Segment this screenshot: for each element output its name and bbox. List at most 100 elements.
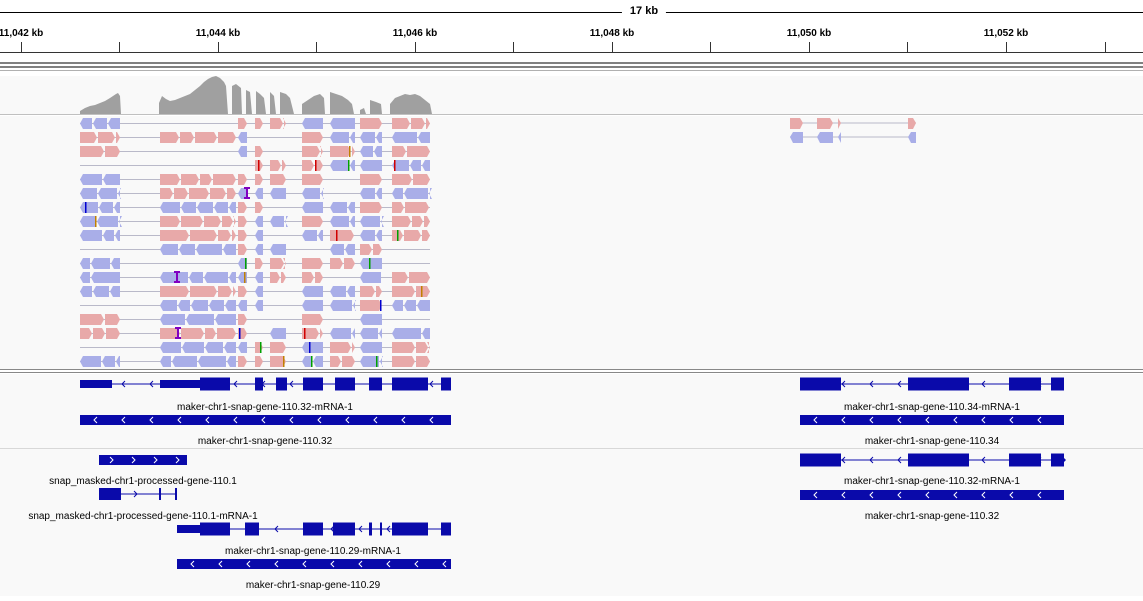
forward-read	[302, 146, 320, 157]
forward-read	[210, 188, 226, 199]
strand-arrow	[897, 456, 902, 464]
reverse-read	[197, 202, 213, 213]
forward-read	[116, 132, 120, 143]
reverse-read	[119, 216, 122, 227]
forward-read	[373, 244, 382, 255]
forward-read	[427, 342, 430, 353]
reverse-read	[376, 132, 382, 143]
reverse-read	[270, 328, 286, 339]
mismatch-mark	[304, 328, 306, 339]
gene-label[interactable]: maker-chr1-snap-gene-110.29-mRNA-1	[225, 546, 401, 557]
strand-arrow	[429, 380, 434, 388]
forward-read	[302, 258, 323, 269]
gene-label[interactable]: maker-chr1-snap-gene-110.32-mRNA-1	[177, 402, 353, 413]
forward-read	[392, 356, 415, 367]
exon-block	[392, 522, 428, 536]
strand-arrow	[981, 491, 986, 499]
reverse-read	[238, 146, 247, 157]
exon-block	[255, 377, 263, 391]
reverse-read	[225, 300, 236, 311]
exon-block	[303, 377, 323, 391]
exon-block	[1051, 377, 1064, 391]
reverse-read	[347, 286, 355, 297]
forward-read	[392, 118, 410, 129]
strand-arrow	[358, 560, 363, 568]
forward-read	[160, 230, 189, 241]
reverse-read	[392, 160, 409, 171]
forward-read	[330, 146, 351, 157]
mismatch-mark	[397, 230, 399, 241]
exon-block	[908, 453, 969, 467]
gene-label[interactable]: maker-chr1-snap-gene-110.29	[245, 580, 381, 591]
reverse-read	[321, 188, 324, 199]
reverse-read	[360, 188, 375, 199]
gene-label[interactable]: snap_masked-chr1-processed-gene-110.1	[49, 476, 237, 487]
forward-read	[838, 118, 841, 129]
reverse-read	[392, 132, 417, 143]
forward-read	[302, 132, 323, 143]
reverse-read	[392, 328, 421, 339]
mismatch-mark	[311, 356, 313, 367]
strand-arrow	[1009, 416, 1014, 424]
reverse-read	[270, 188, 286, 199]
reverse-read	[360, 132, 375, 143]
forward-read	[80, 328, 92, 339]
forward-read	[283, 118, 286, 129]
gene-label[interactable]: maker-chr1-snap-gene-110.32-mRNA-1	[844, 476, 1020, 487]
reverse-read	[330, 160, 349, 171]
forward-read	[238, 356, 247, 367]
coverage-track[interactable]	[0, 76, 1143, 114]
gene-label[interactable]: maker-chr1-snap-gene-110.32	[197, 436, 333, 447]
gene-label[interactable]: snap_masked-chr1-processed-gene-110.1-mR…	[28, 511, 258, 522]
reverse-read	[80, 286, 92, 297]
reverse-read	[255, 230, 263, 241]
forward-read	[392, 202, 404, 213]
forward-read	[255, 146, 263, 157]
strand-arrow	[869, 380, 874, 388]
forward-read	[238, 174, 247, 185]
exon-block	[392, 377, 428, 391]
track-divider	[0, 369, 1143, 370]
reverse-read	[345, 244, 355, 255]
reverse-read	[330, 216, 349, 227]
forward-read	[392, 146, 406, 157]
strand-arrow	[345, 416, 350, 424]
reverse-read	[196, 244, 222, 255]
strand-arrow	[897, 416, 902, 424]
strand-arrow	[317, 416, 322, 424]
reverse-read	[209, 300, 224, 311]
reverse-read	[376, 230, 382, 241]
forward-read	[238, 230, 247, 241]
forward-read	[412, 216, 423, 227]
strand-arrow	[190, 560, 195, 568]
strand-arrow	[153, 456, 158, 464]
reverse-read	[179, 244, 195, 255]
feature-track[interactable]: maker-chr1-snap-gene-110.32-mRNA-1 maker…	[0, 374, 1143, 596]
gene-label[interactable]: maker-chr1-snap-gene-110.32	[864, 511, 1000, 522]
reverse-read	[381, 216, 384, 227]
gene-label[interactable]: maker-chr1-snap-gene-110.34	[864, 436, 1000, 447]
gene-label[interactable]: maker-chr1-snap-gene-110.34-mRNA-1	[844, 402, 1020, 413]
reverse-read	[97, 216, 118, 227]
forward-read	[190, 286, 217, 297]
mismatch-mark	[380, 300, 382, 311]
tick-mark	[612, 42, 613, 52]
forward-read	[908, 118, 916, 129]
forward-read	[255, 202, 263, 213]
alignment-track[interactable]	[0, 116, 1143, 369]
strand-arrow	[925, 416, 930, 424]
mismatch-mark	[348, 160, 350, 171]
strand-arrow	[841, 491, 846, 499]
strand-arrow	[121, 416, 126, 424]
strand-arrow	[261, 416, 266, 424]
exon-block	[333, 522, 355, 536]
reverse-read	[229, 272, 236, 283]
forward-read	[181, 216, 203, 227]
forward-read	[270, 258, 284, 269]
reverse-read	[93, 118, 107, 129]
strand-arrow	[925, 491, 930, 499]
reverse-read	[255, 300, 263, 311]
mismatch-mark	[258, 160, 260, 171]
reverse-read	[91, 272, 120, 283]
genomic-ruler[interactable]: 17 kb 11,042 kb 11,044 kb 11,046 kb 11,0…	[0, 0, 1143, 62]
